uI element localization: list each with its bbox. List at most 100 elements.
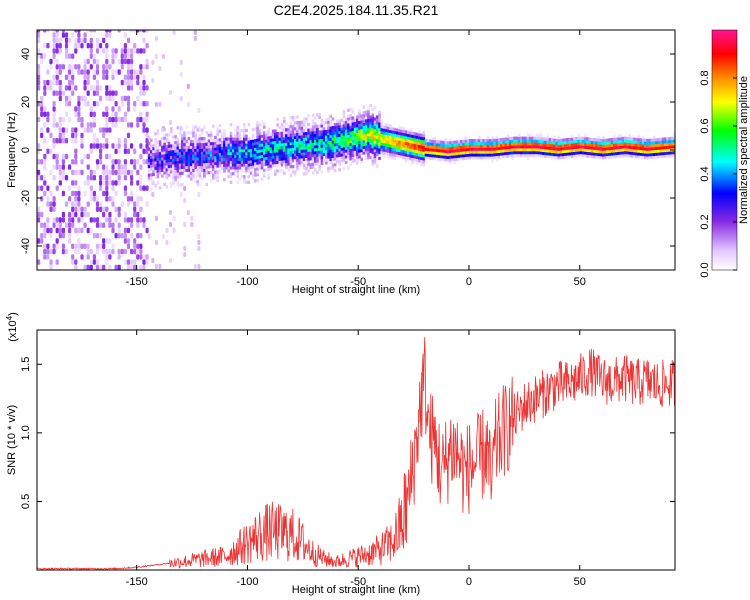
heatmap-cell xyxy=(318,141,321,145)
heatmap-cell xyxy=(608,141,612,145)
heatmap-cell xyxy=(92,85,96,91)
heatmap-cell xyxy=(267,133,270,137)
heatmap-cell xyxy=(316,145,319,149)
heatmap-cell xyxy=(305,120,308,124)
heatmap-cell xyxy=(274,172,277,176)
heatmap-cell xyxy=(105,43,109,49)
heatmap-cell xyxy=(234,128,237,133)
heatmap-cell xyxy=(223,137,226,141)
heatmap-cell xyxy=(367,113,370,117)
heatmap-cell xyxy=(646,150,649,154)
heatmap-cell xyxy=(189,131,193,135)
heatmap-cell xyxy=(192,142,195,146)
heatmap-cell xyxy=(666,145,669,149)
heatmap-cell xyxy=(329,160,332,164)
heatmap-cell xyxy=(400,132,403,136)
heatmap-cell xyxy=(58,69,62,75)
heatmap-cell xyxy=(247,175,251,179)
heatmap-cell xyxy=(276,163,279,167)
heatmap-cell xyxy=(187,174,191,178)
heatmap-cell xyxy=(86,79,90,86)
heatmap-cell xyxy=(120,201,124,207)
heatmap-cell xyxy=(207,159,211,163)
heatmap-cell xyxy=(367,110,370,114)
heatmap-cell xyxy=(338,159,341,163)
heatmap-cell xyxy=(575,145,578,149)
heatmap-cell xyxy=(590,155,594,159)
heatmap-cell xyxy=(513,145,516,149)
heatmap-cell xyxy=(130,79,134,86)
heatmap-cell xyxy=(249,154,253,158)
heatmap-cell xyxy=(356,150,359,154)
heatmap-cell xyxy=(117,248,121,255)
heatmap-cell xyxy=(294,133,297,137)
heatmap-cell xyxy=(265,168,268,172)
heatmap-cell xyxy=(595,138,598,142)
heatmap-cell xyxy=(582,142,585,146)
heatmap-cell xyxy=(331,157,335,161)
heatmap-cell xyxy=(382,148,386,152)
heatmap-cell xyxy=(320,141,324,145)
heatmap-cell xyxy=(236,166,239,170)
heatmap-cell xyxy=(240,163,244,167)
heatmap-cell xyxy=(139,111,143,117)
heatmap-cell xyxy=(597,150,601,154)
heatmap-cell xyxy=(251,153,255,157)
heatmap-cell xyxy=(466,145,470,149)
heatmap-cell xyxy=(278,157,282,161)
heatmap-cell xyxy=(176,143,180,147)
heatmap-cell xyxy=(142,122,146,128)
heatmap-cell xyxy=(404,139,408,143)
heatmap-cell xyxy=(400,135,403,139)
heatmap-cell xyxy=(46,127,50,133)
heatmap-cell xyxy=(453,152,457,156)
heatmap-cell xyxy=(52,206,56,212)
heatmap-cell xyxy=(495,155,499,159)
heatmap-cell xyxy=(313,151,317,155)
heatmap-cell xyxy=(58,43,62,49)
heatmap-cell xyxy=(358,135,361,139)
heatmap-cell xyxy=(672,145,675,149)
heatmap-cell xyxy=(111,90,115,96)
heatmap-cell xyxy=(197,240,201,245)
heatmap-cell xyxy=(102,180,106,186)
heatmap-cell xyxy=(260,151,264,156)
heatmap-cell xyxy=(83,37,87,44)
heatmap-cell xyxy=(382,154,386,158)
heatmap-cell xyxy=(178,148,182,153)
heatmap-cell xyxy=(64,85,69,91)
heatmap-cell xyxy=(533,136,536,140)
heatmap-cell xyxy=(114,264,118,270)
heatmap-cell xyxy=(263,151,266,155)
heatmap-cell xyxy=(298,141,301,145)
heatmap-cell xyxy=(105,217,109,223)
heatmap-cell xyxy=(196,151,200,155)
heatmap-cell xyxy=(280,131,284,135)
heatmap-cell xyxy=(95,37,100,44)
heatmap-cell xyxy=(626,148,629,152)
heatmap-cell xyxy=(209,159,213,163)
heatmap-cell xyxy=(480,150,483,154)
heatmap-cell xyxy=(338,145,341,149)
heatmap-cell xyxy=(192,171,195,175)
heatmap-cell xyxy=(575,139,578,144)
heatmap-cell xyxy=(209,162,213,166)
heatmap-cell xyxy=(584,142,587,146)
heatmap-cell xyxy=(371,127,375,132)
heatmap-cell xyxy=(548,140,552,145)
heatmap-cell xyxy=(300,120,304,124)
heatmap-cell xyxy=(216,127,219,131)
heatmap-cell xyxy=(40,222,44,228)
heatmap-cell xyxy=(475,147,479,151)
heatmap-cell xyxy=(533,153,536,157)
heatmap-cell xyxy=(158,166,162,170)
heatmap-cell xyxy=(240,149,244,153)
heatmap-cell xyxy=(108,30,112,33)
heatmap-cell xyxy=(274,138,277,142)
heatmap-cell xyxy=(52,153,56,160)
heatmap-cell xyxy=(236,140,239,144)
heatmap-cell xyxy=(316,127,319,131)
heatmap-cell xyxy=(126,106,131,112)
heatmap-cell xyxy=(99,43,103,49)
heatmap-cell xyxy=(513,153,516,157)
